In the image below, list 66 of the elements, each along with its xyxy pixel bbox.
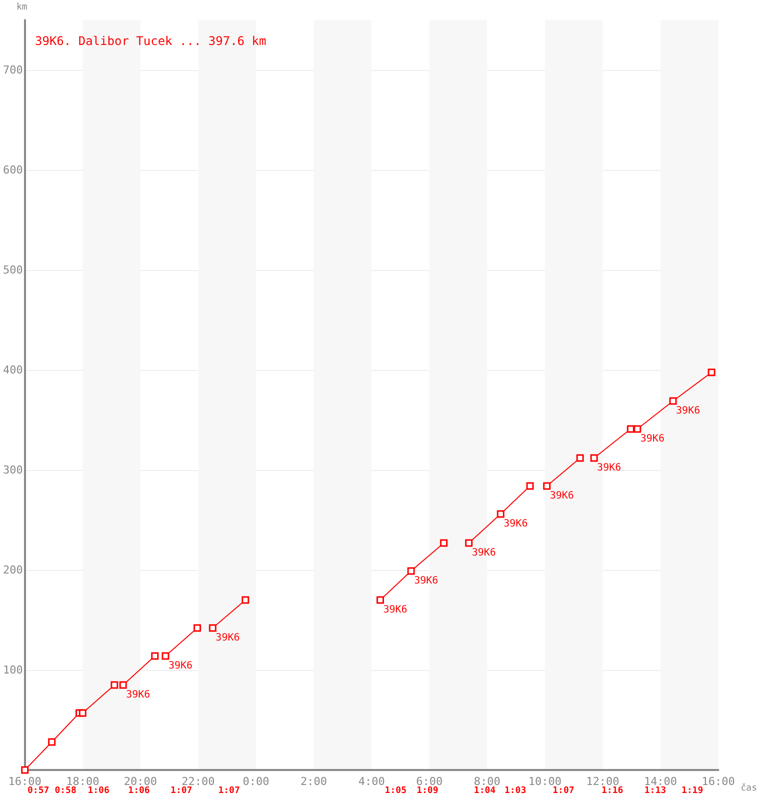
point bbox=[21, 766, 29, 774]
point bbox=[440, 539, 448, 547]
x-tick-label: 22:00 bbox=[182, 775, 215, 788]
annotation: 39K6 bbox=[472, 548, 496, 558]
point bbox=[465, 539, 473, 547]
point bbox=[407, 567, 415, 575]
point bbox=[194, 624, 202, 632]
annotation: 39K6 bbox=[640, 434, 664, 444]
x-tick-label: 10:00 bbox=[528, 775, 562, 788]
text: 1:09 bbox=[416, 786, 438, 796]
text: 1:16 bbox=[602, 786, 624, 796]
point bbox=[162, 652, 170, 660]
point bbox=[78, 709, 86, 717]
point bbox=[576, 454, 584, 462]
point bbox=[669, 397, 677, 405]
point bbox=[242, 596, 250, 604]
annotation: 39K6 bbox=[414, 576, 438, 586]
point bbox=[708, 368, 716, 376]
x-tick-label: 4:00 bbox=[358, 775, 385, 788]
text: 1:06 bbox=[128, 786, 150, 796]
x-tick-label: 0:00 bbox=[242, 775, 270, 788]
point bbox=[376, 596, 384, 604]
point bbox=[110, 681, 118, 689]
point bbox=[590, 454, 598, 462]
annotation: 39K6 bbox=[216, 632, 240, 644]
text: 1:07 bbox=[218, 786, 240, 796]
y-tick-label: 600 bbox=[2, 164, 23, 176]
y-axis-title: km bbox=[16, 2, 28, 12]
text: 0:57 bbox=[28, 786, 50, 796]
x-tick-label: 12:00 bbox=[586, 775, 620, 788]
text: 1:07 bbox=[170, 786, 192, 796]
annotation: 39K6 bbox=[676, 406, 700, 416]
x-axis-title: čas bbox=[740, 782, 757, 794]
annotation: 39K6 bbox=[126, 690, 150, 700]
text: 1:13 bbox=[644, 786, 666, 796]
x-tick-label: 8:00 bbox=[474, 775, 500, 788]
y-tick-label: 200 bbox=[2, 564, 23, 576]
text: 1:06 bbox=[88, 786, 110, 796]
text: 1:19 bbox=[681, 786, 704, 796]
point bbox=[634, 425, 642, 433]
y-tick-label: 100 bbox=[2, 664, 23, 676]
annotation: 39K6 bbox=[597, 462, 622, 474]
text: 0:58 bbox=[54, 786, 76, 796]
point bbox=[626, 425, 634, 433]
x-tick-label: 2:00 bbox=[300, 775, 328, 788]
point bbox=[151, 652, 159, 660]
text: 1:05 bbox=[384, 786, 406, 796]
annotation: 39K6 bbox=[504, 518, 528, 530]
text: 1:07 bbox=[552, 786, 574, 796]
point bbox=[119, 681, 127, 689]
y-tick-label: 500 bbox=[2, 264, 23, 276]
annotation: 39K6 bbox=[383, 604, 408, 616]
annotation: 39K6 bbox=[550, 490, 574, 502]
point bbox=[496, 510, 504, 518]
point bbox=[48, 738, 56, 746]
y-tick-label: 400 bbox=[2, 364, 23, 376]
annotation: 39K6 bbox=[168, 660, 193, 672]
y-tick-label: 300 bbox=[2, 464, 23, 476]
text: 1:03 bbox=[504, 786, 526, 796]
text: 39K6. Dalibor Tucek ... 397.6 km bbox=[35, 34, 266, 48]
point bbox=[208, 624, 216, 632]
y-tick-label: 700 bbox=[2, 64, 23, 76]
x-tick-label: 16:00 bbox=[702, 775, 735, 788]
point bbox=[526, 482, 534, 490]
point bbox=[543, 482, 551, 490]
text: 1:04 bbox=[474, 786, 496, 796]
